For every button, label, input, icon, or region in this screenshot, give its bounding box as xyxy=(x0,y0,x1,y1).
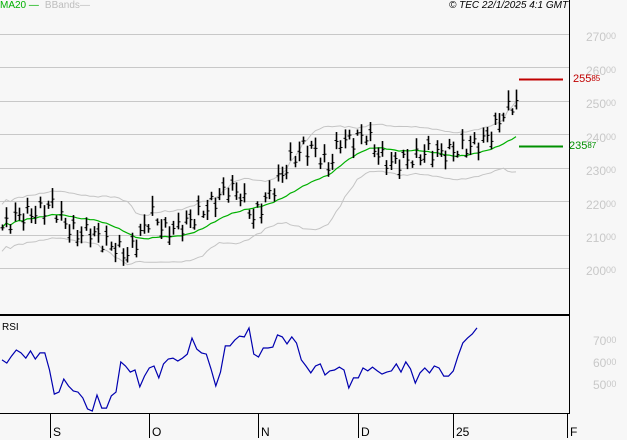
rsi-title: RSI xyxy=(2,322,19,333)
rsi-axis-label: 7000 xyxy=(593,334,617,348)
rsi-axis-label: 6000 xyxy=(593,356,617,370)
time-axis-label: N xyxy=(261,425,270,439)
price-axis-label: 21000 xyxy=(586,231,617,245)
price-marker-lines xyxy=(519,78,563,148)
rsi-axis-label: 5000 xyxy=(593,378,617,392)
legend: MA20 — BBands— xyxy=(0,0,90,12)
chart-frame xyxy=(0,0,570,438)
time-axis-label: O xyxy=(152,425,162,439)
price-axis-label: 25000 xyxy=(586,97,617,111)
price-axis-label: 24000 xyxy=(586,131,617,145)
ma20-price-marker: 23587 xyxy=(569,140,597,152)
price-axis-label: 23000 xyxy=(586,164,617,178)
rsi-line xyxy=(1,326,478,412)
price-axis-label: 22000 xyxy=(586,198,617,212)
time-axis-label: F xyxy=(570,425,578,439)
price-axis-label: 20000 xyxy=(586,264,617,278)
price-axis-label: 27000 xyxy=(586,30,617,44)
legend-ma20: MA20 — xyxy=(0,0,39,11)
time-axis-label: D xyxy=(361,425,370,439)
time-axis-label: S xyxy=(53,425,62,439)
price-axis-label: 26000 xyxy=(586,64,617,78)
ma20-line xyxy=(1,136,517,240)
copyright-timestamp: © TEC 22/1/2025 4:1 GMT xyxy=(449,0,569,11)
legend-bbands: BBands— xyxy=(44,0,90,11)
ohlc-bars xyxy=(0,89,519,266)
bollinger-bands xyxy=(1,100,517,266)
time-axis-label: 25 xyxy=(456,425,470,439)
upper-price-marker: 25585 xyxy=(573,73,601,85)
